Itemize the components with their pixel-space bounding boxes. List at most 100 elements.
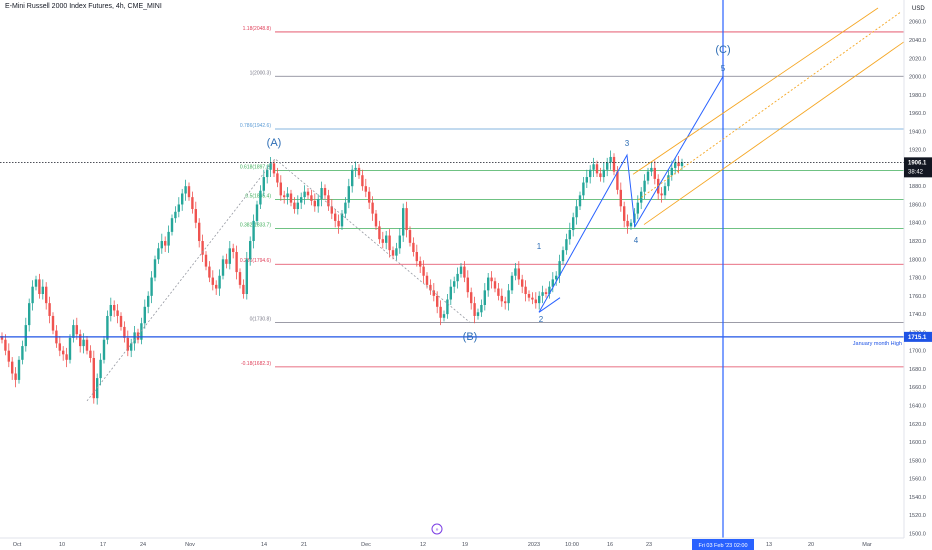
candle-body — [68, 337, 72, 360]
candle-body — [14, 373, 17, 380]
candle-body — [463, 266, 466, 278]
candle-body — [276, 173, 279, 183]
impulse-wave-line — [538, 76, 724, 313]
price-tick-label: 1880.0 — [909, 184, 926, 190]
candle-body — [575, 206, 578, 218]
candle-body — [89, 350, 92, 358]
candle-body — [374, 213, 378, 227]
candle-body — [544, 292, 548, 295]
candle-body — [75, 325, 78, 335]
price-tick-label: 1980.0 — [909, 93, 926, 99]
candle-body — [589, 169, 592, 178]
fib-level-label: 1(2000.3) — [250, 70, 272, 76]
candle-body — [419, 261, 422, 267]
candle-body — [187, 186, 191, 198]
candle-body — [425, 275, 429, 285]
price-tick-label: 1620.0 — [909, 422, 926, 428]
candle-body — [606, 162, 609, 170]
candle-body — [232, 248, 235, 252]
candle-body — [191, 197, 194, 210]
candle-body — [242, 284, 245, 295]
currency-label: USD — [912, 6, 925, 12]
candle-body — [340, 213, 344, 227]
candle-body — [578, 195, 582, 207]
candle-body — [109, 304, 112, 316]
price-tick-label: 1840.0 — [909, 221, 926, 227]
candle-body — [344, 202, 347, 214]
candle-body — [7, 350, 10, 362]
candle-body — [636, 202, 639, 214]
candle-body — [259, 190, 262, 205]
impulse-label: 4 — [634, 236, 639, 245]
time-tick-label: 10 — [59, 542, 65, 548]
candle-body — [480, 304, 483, 313]
candle-body — [184, 186, 187, 194]
wave-label-A: (A) — [267, 137, 282, 149]
candle-body — [524, 286, 527, 295]
candle-body — [561, 250, 565, 262]
candle-body — [330, 206, 333, 214]
candle-body — [160, 241, 163, 249]
impulse-label: 5 — [721, 64, 726, 73]
candle-body — [106, 315, 109, 340]
price-tick-label: 1500.0 — [909, 531, 926, 537]
candle-body — [48, 303, 51, 316]
candle-body — [238, 272, 242, 285]
price-tick-label: 1640.0 — [909, 404, 926, 410]
candle-body — [381, 239, 384, 243]
candle-body — [514, 268, 517, 276]
candle-body — [602, 169, 605, 178]
price-tick-label: 1920.0 — [909, 148, 926, 154]
candle-body — [208, 266, 211, 278]
trend-channel-line — [637, 12, 901, 201]
candle-body — [41, 286, 44, 295]
candle-body — [72, 325, 75, 338]
time-tick-label: 10:00 — [565, 542, 579, 548]
drawing-tools[interactable]: January month High — [0, 0, 905, 538]
candle-body — [507, 290, 510, 304]
candle-body — [436, 295, 439, 307]
candle-body — [45, 286, 48, 304]
candle-body — [310, 195, 313, 201]
swing-dashed-line — [86, 158, 471, 402]
candle-body — [500, 295, 503, 302]
candle-body — [303, 191, 306, 198]
candle-body — [194, 209, 197, 223]
candle-body — [286, 193, 289, 198]
candle-body — [432, 290, 435, 296]
candle-body — [368, 191, 371, 203]
candle-body — [252, 220, 255, 242]
candle-body — [517, 268, 520, 280]
fib-level-label: 0.236(1794.6) — [240, 258, 271, 264]
candle-body — [504, 301, 507, 304]
candle-body — [102, 339, 106, 360]
candle-body — [612, 156, 616, 172]
candle-body — [490, 277, 493, 282]
candle-body — [592, 164, 595, 170]
price-tick-label: 1740.0 — [909, 312, 926, 318]
price-tick-label: 1580.0 — [909, 458, 926, 464]
candle-body — [306, 191, 310, 196]
candle-body — [364, 186, 367, 192]
candle-body — [548, 286, 551, 295]
candle-body — [11, 361, 14, 374]
candle-body — [643, 180, 646, 192]
price-tick-label: 1860.0 — [909, 202, 926, 208]
price-tick-label: 1760.0 — [909, 294, 926, 300]
candle-body — [289, 193, 293, 203]
candle-body — [361, 175, 364, 187]
chart-title: E-Mini Russell 2000 Index Futures, 4h, C… — [5, 3, 162, 10]
crosshair-time-badge — [692, 539, 754, 550]
scroll-to-realtime-icon — [431, 523, 443, 535]
price-tick-label: 1520.0 — [909, 513, 926, 519]
candle-body — [493, 281, 497, 289]
candle-body — [385, 235, 388, 243]
candle-body — [422, 266, 425, 276]
candle-body — [663, 186, 667, 196]
fibonacci-retracement[interactable]: 1.18(2048.8) 1(2000.3) 0.786(1942.6) 0.618(… — [240, 26, 904, 368]
crosshair-time-label: Fri 03 Feb '23 02:00 — [698, 543, 747, 549]
candle-body — [555, 275, 558, 280]
candle-body — [255, 204, 259, 221]
candle-body — [585, 177, 588, 183]
